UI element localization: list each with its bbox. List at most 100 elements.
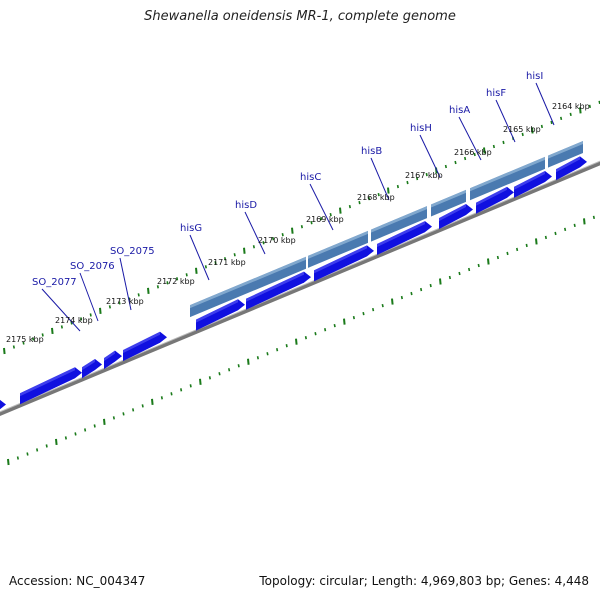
tick-mark-outer <box>51 327 54 335</box>
tick-mark-outer <box>195 267 198 274</box>
gene-label-leader <box>495 99 516 143</box>
tick-mark-inner <box>141 404 144 408</box>
tick-mark-inner <box>410 291 413 296</box>
tick-mark-outer <box>300 225 303 229</box>
tick-mark-outer <box>339 207 342 214</box>
operon-feature-highlight <box>548 141 583 159</box>
map-title: Shewanella oneidensis MR-1, complete gen… <box>144 9 456 24</box>
kbp-tick-label: 2167 kbp <box>405 171 443 180</box>
tick-mark-inner <box>391 298 394 305</box>
tick-mark-inner <box>228 368 231 372</box>
tick-mark-inner <box>429 283 432 288</box>
cds-arrow <box>556 156 587 181</box>
tick-mark-outer <box>118 301 121 305</box>
cds-arrow <box>123 331 167 362</box>
tick-mark-inner <box>506 251 509 256</box>
tick-mark-outer <box>32 337 35 341</box>
tick-mark-inner <box>276 348 279 352</box>
tick-mark-outer <box>99 307 102 314</box>
tick-mark-outer <box>406 180 409 185</box>
accession-text: Accession: NC_004347 <box>9 574 146 588</box>
operon-feature-highlight <box>190 284 240 309</box>
gene-label: hisA <box>449 105 470 116</box>
tick-mark-inner <box>36 448 39 452</box>
tick-mark-inner <box>525 243 528 248</box>
cds-arrow <box>196 299 245 331</box>
tick-mark-inner <box>84 428 87 432</box>
tick-mark-outer <box>214 261 217 265</box>
tick-mark-inner <box>189 384 192 388</box>
tick-mark-inner <box>266 352 269 356</box>
tick-mark-inner <box>247 358 250 365</box>
cds-arrow <box>476 186 514 214</box>
tick-mark-outer <box>204 265 207 269</box>
gene-label-leader <box>189 234 210 281</box>
tick-mark-outer <box>281 233 284 237</box>
tick-mark-inner <box>237 364 240 368</box>
tick-mark-inner <box>477 263 480 268</box>
cds-arrow <box>314 245 374 282</box>
cds-arrow-highlight <box>556 156 580 173</box>
tick-mark-outer <box>41 333 44 337</box>
kbp-tick-label: 2171 kbp <box>208 258 246 267</box>
tick-mark-inner <box>362 311 365 316</box>
tick-mark-outer <box>224 257 227 261</box>
gene-label: hisC <box>300 172 321 183</box>
tick-mark-inner <box>122 412 125 416</box>
tick-mark-outer <box>108 305 111 309</box>
tick-mark-outer <box>416 176 419 181</box>
gene-label-layer: hisI hisF hisA hisH hisB hisC hisD hisG SO_2075 S… <box>32 71 555 332</box>
cds-arrow-highlight <box>246 271 304 302</box>
tick-mark-inner <box>55 438 58 446</box>
tick-mark-inner <box>74 432 77 436</box>
tick-row-outer <box>3 100 600 355</box>
tick-mark-outer <box>377 192 380 197</box>
cds-arrow <box>246 271 311 310</box>
gene-label-leader <box>370 157 390 201</box>
tick-mark-outer <box>233 253 236 257</box>
tick-mark-inner <box>496 255 499 260</box>
tick-mark-outer <box>550 120 553 125</box>
gene-label: hisH <box>410 123 432 134</box>
kbp-tick-label: 2170 kbp <box>258 236 296 245</box>
tick-mark-inner <box>487 258 490 265</box>
tick-mark-outer <box>396 184 399 189</box>
tick-mark-inner <box>439 278 442 285</box>
gene-label: hisI <box>526 71 543 82</box>
tick-mark-inner <box>16 456 19 460</box>
tick-mark-inner <box>304 336 307 340</box>
genome-backbone <box>0 161 600 416</box>
kbp-tick-label: 2165 kbp <box>503 125 541 134</box>
tick-mark-inner <box>583 218 586 225</box>
tick-mark-outer <box>272 237 275 241</box>
cds-features <box>0 156 587 410</box>
operon-feature-highlight <box>470 156 545 192</box>
genome-summary-text: Topology: circular; Length: 4,969,803 bp… <box>259 574 589 588</box>
tick-mark-outer <box>243 247 246 254</box>
tick-mark-outer <box>444 164 447 169</box>
tick-mark-inner <box>372 307 375 312</box>
tick-mark-outer <box>588 104 591 109</box>
gene-label-leader <box>535 82 555 126</box>
cds-arrow-highlight <box>514 170 545 190</box>
tick-mark-outer <box>176 277 179 281</box>
kbp-tick-label: 2172 kbp <box>157 277 195 286</box>
tick-mark-outer <box>147 287 150 294</box>
tick-mark-outer <box>502 140 505 145</box>
tick-mark-outer <box>483 147 486 154</box>
tick-mark-outer <box>291 227 294 234</box>
cds-arrow <box>514 170 552 198</box>
tick-mark-outer <box>540 124 543 129</box>
tick-mark-outer <box>579 107 582 114</box>
tick-mark-inner <box>64 436 67 440</box>
operon-feature-highlight <box>371 206 427 233</box>
tick-mark-inner <box>295 338 298 345</box>
tick-mark-inner <box>112 416 115 420</box>
tick-mark-outer <box>22 341 25 345</box>
operon-feature-highlight <box>431 189 466 208</box>
tick-mark-outer <box>262 241 265 245</box>
tick-mark-outer <box>358 200 361 205</box>
tick-mark-inner <box>170 392 173 396</box>
tick-mark-outer <box>137 293 140 297</box>
tick-mark-inner <box>151 398 154 405</box>
